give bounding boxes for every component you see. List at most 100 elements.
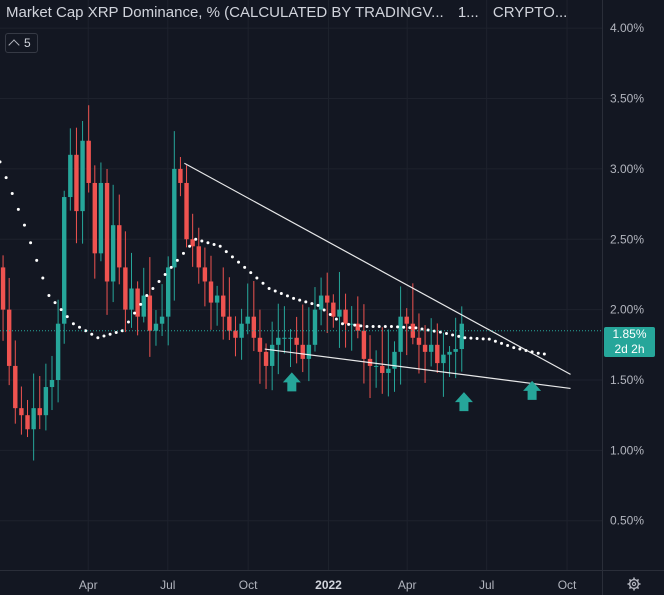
- ma-dot: [536, 351, 540, 355]
- candle-body: [25, 415, 30, 430]
- candle-body: [355, 323, 360, 331]
- candle-body: [453, 349, 458, 352]
- ma-dot: [4, 176, 8, 180]
- candle-body: [373, 365, 379, 367]
- ma-dot: [157, 279, 161, 283]
- candle-body: [404, 316, 409, 324]
- time-tick-label: Apr: [398, 578, 417, 592]
- candle-body: [196, 246, 201, 268]
- candle-body: [184, 182, 189, 240]
- candle-body: [459, 323, 464, 350]
- ma-dot: [96, 336, 100, 340]
- last-price-value: 1.85%: [612, 327, 647, 341]
- candle-body: [441, 354, 446, 364]
- ma-dot: [114, 331, 118, 334]
- candle-body: [49, 380, 55, 388]
- candle-body: [55, 323, 61, 380]
- ma-dot: [273, 289, 277, 293]
- indicator-value: 5: [24, 36, 31, 50]
- ma-dot: [133, 311, 137, 315]
- candle-body: [435, 344, 440, 364]
- candle-body: [62, 197, 67, 324]
- ma-dot: [341, 322, 345, 326]
- ma-dot: [230, 255, 234, 259]
- ma-dot: [371, 325, 375, 329]
- arrow-up-icon: [454, 392, 473, 412]
- ma-dot: [420, 327, 424, 331]
- ma-dot: [383, 325, 387, 329]
- candle-body: [153, 323, 159, 331]
- ma-dot: [29, 241, 33, 245]
- candle-body: [276, 337, 281, 345]
- candle-body: [117, 225, 122, 268]
- time-tick-label: 2022: [315, 578, 342, 592]
- chevron-up-icon[interactable]: [8, 38, 20, 51]
- arrow-up-icon: [282, 372, 301, 392]
- ma-dot: [481, 337, 485, 341]
- candle-body: [92, 182, 98, 254]
- ma-dot: [126, 320, 130, 324]
- ma-dot: [493, 339, 497, 343]
- candle-body: [159, 316, 165, 324]
- time-tick-label: Apr: [79, 578, 98, 592]
- candle-body: [343, 309, 348, 324]
- candle-body: [245, 316, 250, 324]
- ma-dot: [163, 272, 167, 276]
- candle-body: [325, 295, 330, 303]
- ma-dot: [35, 258, 39, 262]
- ma-dot: [169, 265, 173, 269]
- ma-dot: [0, 160, 2, 164]
- ma-dot: [316, 303, 320, 307]
- ma-dot: [237, 260, 241, 264]
- bar-countdown: 2d 2h: [614, 342, 645, 356]
- ma-dot: [334, 317, 338, 321]
- candle-body: [398, 316, 403, 352]
- time-tick-label: Jul: [479, 578, 494, 592]
- candle-body: [98, 182, 104, 254]
- ma-dot: [310, 302, 314, 306]
- candle-body: [337, 309, 342, 317]
- ma-dot: [59, 308, 63, 312]
- candle-body: [221, 295, 226, 317]
- ma-dot: [212, 243, 216, 247]
- ma-dot: [359, 324, 363, 328]
- ma-dot: [328, 313, 332, 317]
- ma-dot: [444, 332, 448, 336]
- ma-dot: [469, 336, 473, 340]
- price-tick-label: 2.00%: [610, 303, 644, 317]
- candle-body: [428, 344, 434, 352]
- candle-body: [300, 344, 305, 359]
- candle-body: [6, 309, 12, 366]
- candle-body: [0, 267, 6, 310]
- candle-body: [202, 267, 208, 282]
- ma-dot: [206, 241, 210, 245]
- symbol-name[interactable]: Market Cap XRP Dominance, % (CALCULATED …: [6, 4, 444, 21]
- ma-dot: [200, 239, 204, 243]
- exchange-label[interactable]: CRYPTO...: [492, 4, 568, 21]
- ma-dot: [408, 326, 412, 330]
- indicator-badge[interactable]: 5: [5, 33, 38, 53]
- candle-body: [43, 387, 49, 416]
- ma-dot: [304, 300, 308, 304]
- candle-body: [288, 337, 293, 339]
- ma-dot: [512, 346, 516, 350]
- candle-body: [282, 337, 287, 339]
- time-tick-label: Oct: [558, 578, 577, 592]
- candle-body: [392, 351, 397, 369]
- ma-dot: [389, 325, 393, 329]
- interval-label[interactable]: 1...: [457, 4, 479, 21]
- ma-dot: [16, 207, 20, 211]
- time-tick-label: Jul: [160, 578, 175, 592]
- ma-dot: [414, 326, 418, 330]
- price-tick-label: 1.00%: [610, 443, 644, 457]
- ma-dot: [298, 298, 302, 302]
- ma-dot: [347, 322, 351, 326]
- candle-body: [129, 288, 134, 310]
- ma-dot: [90, 332, 94, 336]
- ma-dot: [65, 315, 69, 319]
- symbol-title[interactable]: Market Cap XRP Dominance, % (CALCULATED …: [6, 4, 606, 21]
- candle-body: [135, 288, 140, 317]
- gear-icon[interactable]: [627, 577, 641, 591]
- ma-dot: [457, 334, 461, 338]
